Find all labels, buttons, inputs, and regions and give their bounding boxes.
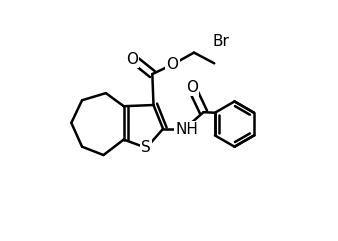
- Text: O: O: [186, 80, 198, 95]
- Text: O: O: [167, 57, 178, 72]
- Text: O: O: [126, 52, 138, 67]
- Text: Br: Br: [213, 34, 230, 49]
- Text: S: S: [142, 141, 151, 155]
- Text: NH: NH: [175, 122, 198, 137]
